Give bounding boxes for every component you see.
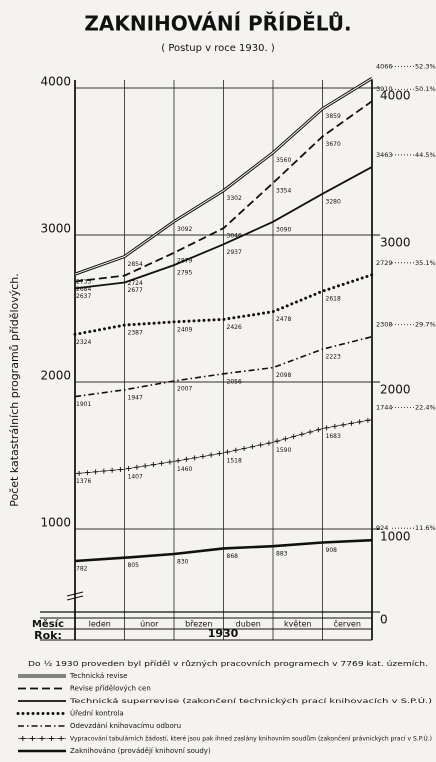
value-label: 2854 bbox=[128, 261, 143, 268]
value-label: 868 bbox=[227, 553, 239, 560]
value-label: 3280 bbox=[326, 198, 341, 205]
share-label: 29.7% bbox=[415, 321, 436, 329]
chart-title: ZAKNIHOVÁNÍ PŘÍDĚLŮ. bbox=[84, 12, 351, 36]
value-label: 1518 bbox=[227, 457, 242, 464]
value-label: 805 bbox=[128, 562, 140, 569]
value-label: 883 bbox=[276, 551, 288, 558]
legend-label: Vypracování tabulárních žádostí, které j… bbox=[70, 734, 432, 743]
y2-tick-label: 4000 bbox=[380, 89, 411, 103]
value-label: 2223 bbox=[326, 354, 341, 361]
month-label: Měsíc bbox=[32, 618, 64, 630]
y2-tick-label: 0 bbox=[380, 613, 388, 627]
series-line bbox=[74, 100, 373, 283]
value-label: 830 bbox=[177, 558, 189, 565]
value-label: 2426 bbox=[227, 324, 242, 331]
year-label: Rok: bbox=[34, 629, 62, 642]
x-tick-label: únor bbox=[140, 620, 159, 629]
value-label: 2324 bbox=[76, 339, 91, 346]
note: Do ½ 1930 proveden byl příděl v různých … bbox=[28, 660, 428, 668]
x-tick-label: březen bbox=[185, 620, 212, 629]
value-label: 3046 bbox=[227, 233, 242, 240]
value-label: 2098 bbox=[276, 372, 291, 379]
y-axis-label: Počet katastrálních programů přídělových… bbox=[8, 273, 21, 507]
share-label: 11.6% bbox=[415, 524, 436, 532]
share-label: 35.1% bbox=[415, 259, 436, 267]
value-label: 2684 bbox=[76, 286, 91, 293]
end-value-label: 1744 bbox=[376, 404, 393, 412]
value-label: 2478 bbox=[276, 316, 291, 323]
value-label: 3670 bbox=[326, 141, 341, 148]
y2-tick-label: 1000 bbox=[380, 530, 411, 544]
value-label: 3092 bbox=[177, 226, 192, 233]
share-label: 52.3% bbox=[415, 62, 436, 70]
legend-label: Technická revise bbox=[69, 672, 127, 680]
value-label: 3354 bbox=[276, 187, 291, 194]
end-value-label: 924 bbox=[376, 524, 388, 532]
legend-swatch-crosses bbox=[20, 736, 64, 741]
legend-label: Technická superrevise (zakončení technic… bbox=[68, 696, 432, 705]
value-label: 2724 bbox=[128, 280, 143, 287]
y-tick-label: 3000 bbox=[40, 222, 71, 236]
value-label: 3560 bbox=[276, 157, 291, 164]
value-label: 2007 bbox=[177, 385, 192, 392]
value-label: 782 bbox=[76, 566, 88, 573]
value-label: 1460 bbox=[177, 466, 192, 473]
series-line bbox=[74, 538, 373, 563]
end-value-label: 3910 bbox=[376, 85, 393, 93]
value-label: 2409 bbox=[177, 326, 192, 333]
value-label: 2637 bbox=[76, 293, 91, 300]
value-label: 3090 bbox=[276, 226, 291, 233]
axis-break bbox=[66, 591, 84, 601]
value-label: 1376 bbox=[76, 478, 91, 485]
series-line bbox=[74, 166, 373, 290]
end-value-label: 2729 bbox=[376, 259, 393, 267]
value-label: 1947 bbox=[128, 394, 143, 401]
value-label: 3302 bbox=[227, 195, 242, 202]
series-line bbox=[74, 419, 373, 474]
value-label: 908 bbox=[326, 547, 338, 554]
x-tick-label: květen bbox=[284, 620, 311, 629]
series-line bbox=[73, 273, 374, 336]
value-label: 2733 bbox=[76, 279, 91, 286]
series-line bbox=[74, 335, 373, 398]
value-label: 2937 bbox=[227, 249, 242, 256]
series-line-crosses bbox=[76, 417, 371, 476]
share-label: 44.5% bbox=[415, 151, 436, 159]
legend-label: Úřední kontrola bbox=[70, 709, 124, 718]
y-tick-label: 2000 bbox=[40, 369, 71, 383]
value-label: 1683 bbox=[326, 433, 341, 440]
value-label: 2677 bbox=[128, 287, 143, 294]
value-label: 1901 bbox=[76, 401, 91, 408]
y-tick-label: 1000 bbox=[40, 516, 71, 530]
legend-label: Revise přídělových cen bbox=[70, 685, 151, 693]
value-label: 2056 bbox=[227, 378, 242, 385]
value-label: 1590 bbox=[276, 447, 291, 454]
series-line-inner bbox=[74, 77, 373, 275]
value-label: 3859 bbox=[326, 113, 341, 120]
legend-label: Odevzdání knihovacímu odboru bbox=[70, 722, 181, 730]
y2-tick-label: 2000 bbox=[380, 383, 411, 397]
x-tick-label: červen bbox=[334, 619, 361, 629]
chart-subtitle: ( Postup v roce 1930. ) bbox=[161, 43, 275, 54]
x-tick-label: leden bbox=[89, 620, 111, 629]
value-label: 2387 bbox=[128, 330, 143, 337]
value-label: 2618 bbox=[326, 296, 341, 303]
end-value-label: 3463 bbox=[376, 151, 393, 159]
end-value-label: 4066 bbox=[376, 62, 393, 70]
y2-tick-label: 3000 bbox=[380, 236, 411, 250]
y-tick-label: 4000 bbox=[40, 75, 71, 89]
value-label: 2795 bbox=[177, 270, 192, 277]
legend-label: Zaknihováno (provádějí knihovní soudy) bbox=[70, 747, 211, 755]
x-tick-label: duben bbox=[236, 620, 261, 629]
value-label: 1407 bbox=[128, 474, 143, 481]
share-label: 50.1% bbox=[415, 85, 436, 93]
share-label: 22.4% bbox=[415, 404, 436, 412]
end-value-label: 2308 bbox=[376, 321, 393, 329]
